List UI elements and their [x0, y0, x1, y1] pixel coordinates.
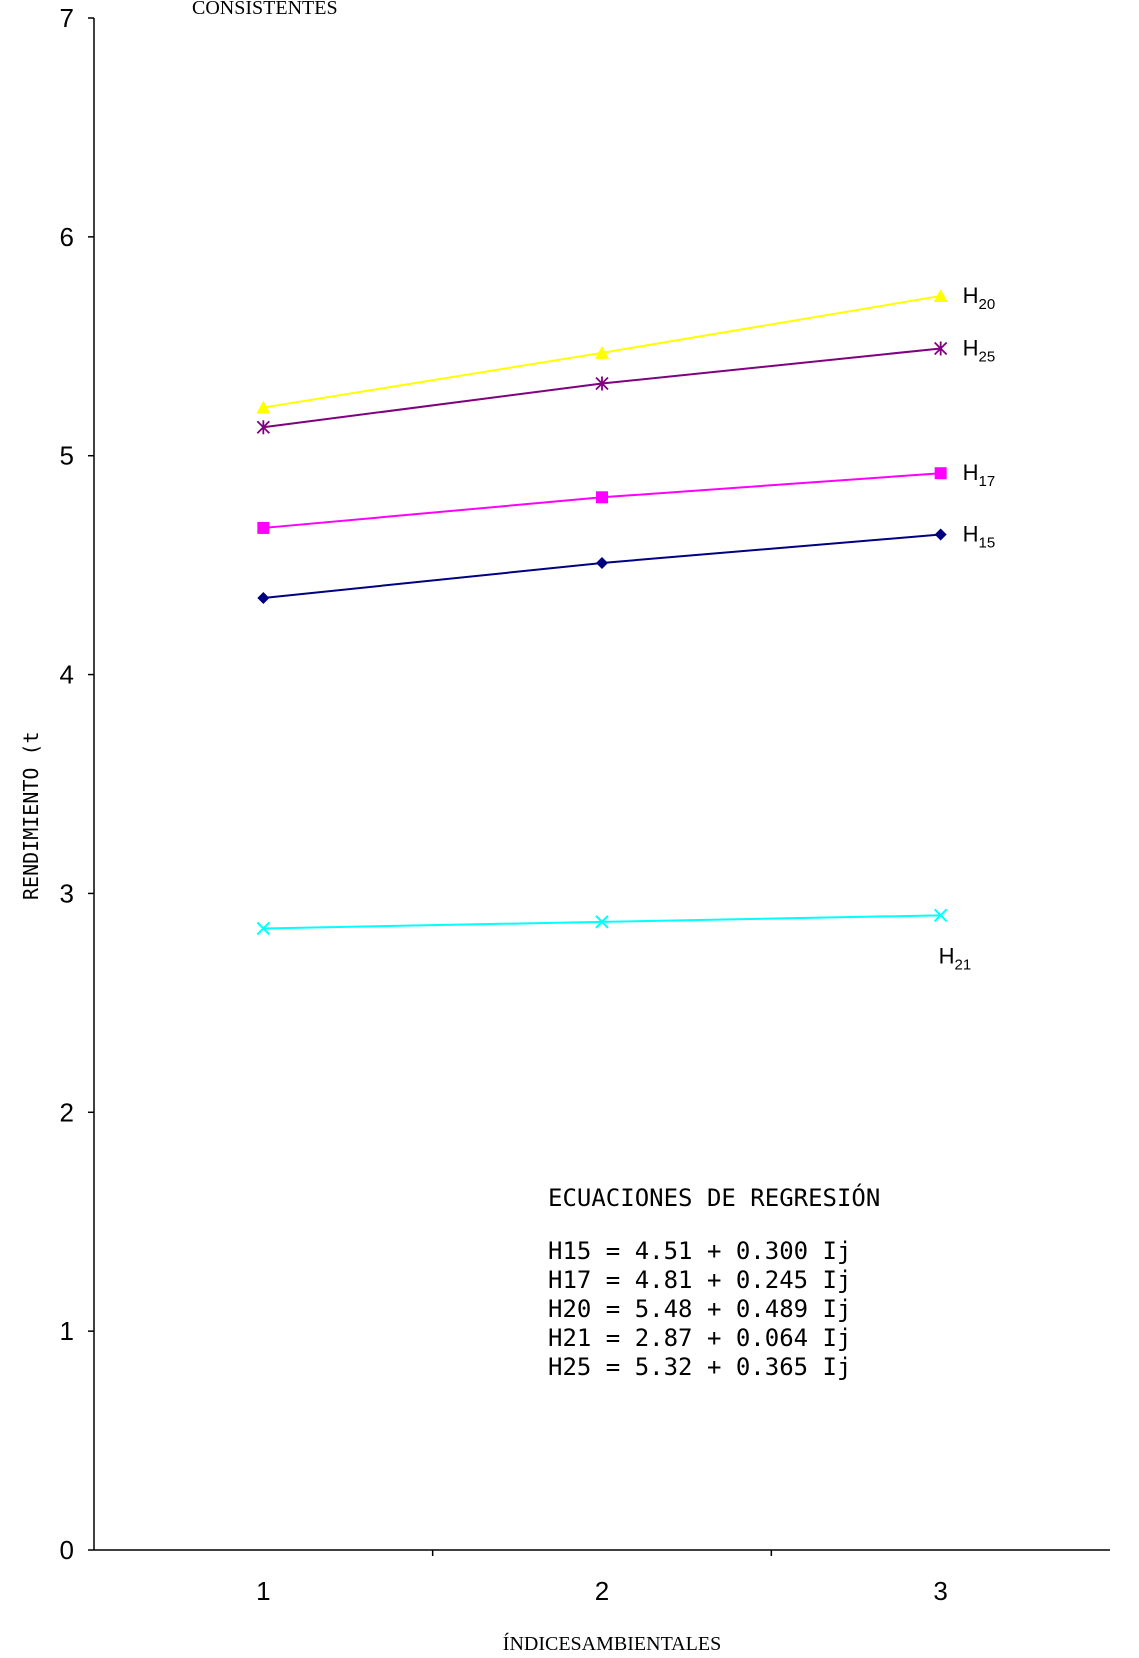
data-point	[596, 556, 608, 569]
data-point	[257, 591, 270, 604]
series-label-subscript: 21	[955, 956, 972, 973]
series-h25: H25	[256, 335, 996, 435]
series-h17: H17	[257, 460, 995, 534]
series-label: H25	[963, 335, 996, 365]
y-tick-label: 0	[60, 1535, 74, 1565]
equation-line: H15 = 4.51 + 0.300 Ij	[548, 1237, 851, 1265]
data-point	[257, 521, 270, 534]
axes	[93, 18, 1110, 1551]
series-label-base: H	[963, 335, 979, 360]
equation-line: H25 = 5.32 + 0.365 Ij	[548, 1353, 851, 1381]
regression-equations: ECUACIONES DE REGRESIÓN H15 = 4.51 + 0.3…	[548, 1182, 880, 1381]
series-label-subscript: 15	[979, 535, 996, 552]
data-point	[595, 915, 609, 929]
y-tick-label: 2	[60, 1097, 74, 1127]
series-h20: H20	[256, 283, 995, 414]
series-label: H21	[939, 943, 972, 973]
series-label: H17	[963, 460, 996, 490]
data-point	[934, 341, 948, 356]
x-tick-label: 2	[595, 1576, 609, 1606]
x-ticks: 1 2 3	[256, 1550, 948, 1606]
y-tick-label: 5	[60, 441, 74, 471]
data-point	[933, 908, 948, 923]
x-tick-label: 1	[256, 1576, 270, 1606]
chart-title: CONSISTENTES	[192, 0, 338, 19]
series-h15: H15	[257, 522, 995, 604]
data-point	[934, 528, 947, 541]
series-label-base: H	[963, 460, 979, 485]
data-point	[256, 400, 271, 414]
data-point	[256, 921, 271, 936]
y-tick-label: 1	[60, 1316, 74, 1346]
data-point-stroke	[595, 915, 609, 929]
data-point	[595, 376, 609, 391]
series-label-subscript: 20	[979, 296, 996, 313]
data-point-stroke	[933, 908, 948, 923]
equation-line: H20 = 5.48 + 0.489 Ij	[548, 1295, 851, 1323]
equation-line: H21 = 2.87 + 0.064 Ij	[548, 1324, 851, 1352]
series-label-base: H	[963, 522, 979, 547]
y-tick-label: 7	[60, 3, 74, 33]
data-point-stroke	[256, 921, 271, 936]
series-label-subscript: 17	[979, 473, 996, 490]
data-point	[596, 491, 608, 504]
y-ticks: 0 1 2 3 4 5 6 7	[60, 3, 94, 1565]
y-axis-label: RENDIMIENTO (t	[19, 731, 43, 900]
equations-heading: ECUACIONES DE REGRESIÓN	[548, 1182, 880, 1212]
x-tick-label: 3	[933, 1576, 947, 1606]
data-point	[933, 288, 948, 302]
y-tick-label: 3	[60, 878, 74, 908]
y-tick-label: 6	[60, 222, 74, 252]
data-point	[256, 420, 270, 435]
series-h21: H21	[256, 908, 972, 973]
series-label-base: H	[963, 283, 979, 308]
data-point	[934, 467, 947, 480]
y-tick-label: 4	[60, 660, 74, 690]
series-label: H20	[963, 283, 996, 313]
equation-line: H17 = 4.81 + 0.245 Ij	[548, 1266, 851, 1294]
series-label: H15	[963, 522, 996, 552]
x-axis-label: ÍNDICESAMBIENTALES	[503, 1632, 721, 1655]
series-label-subscript: 25	[979, 348, 996, 365]
data-point	[595, 345, 609, 359]
series-label-base: H	[939, 943, 955, 968]
